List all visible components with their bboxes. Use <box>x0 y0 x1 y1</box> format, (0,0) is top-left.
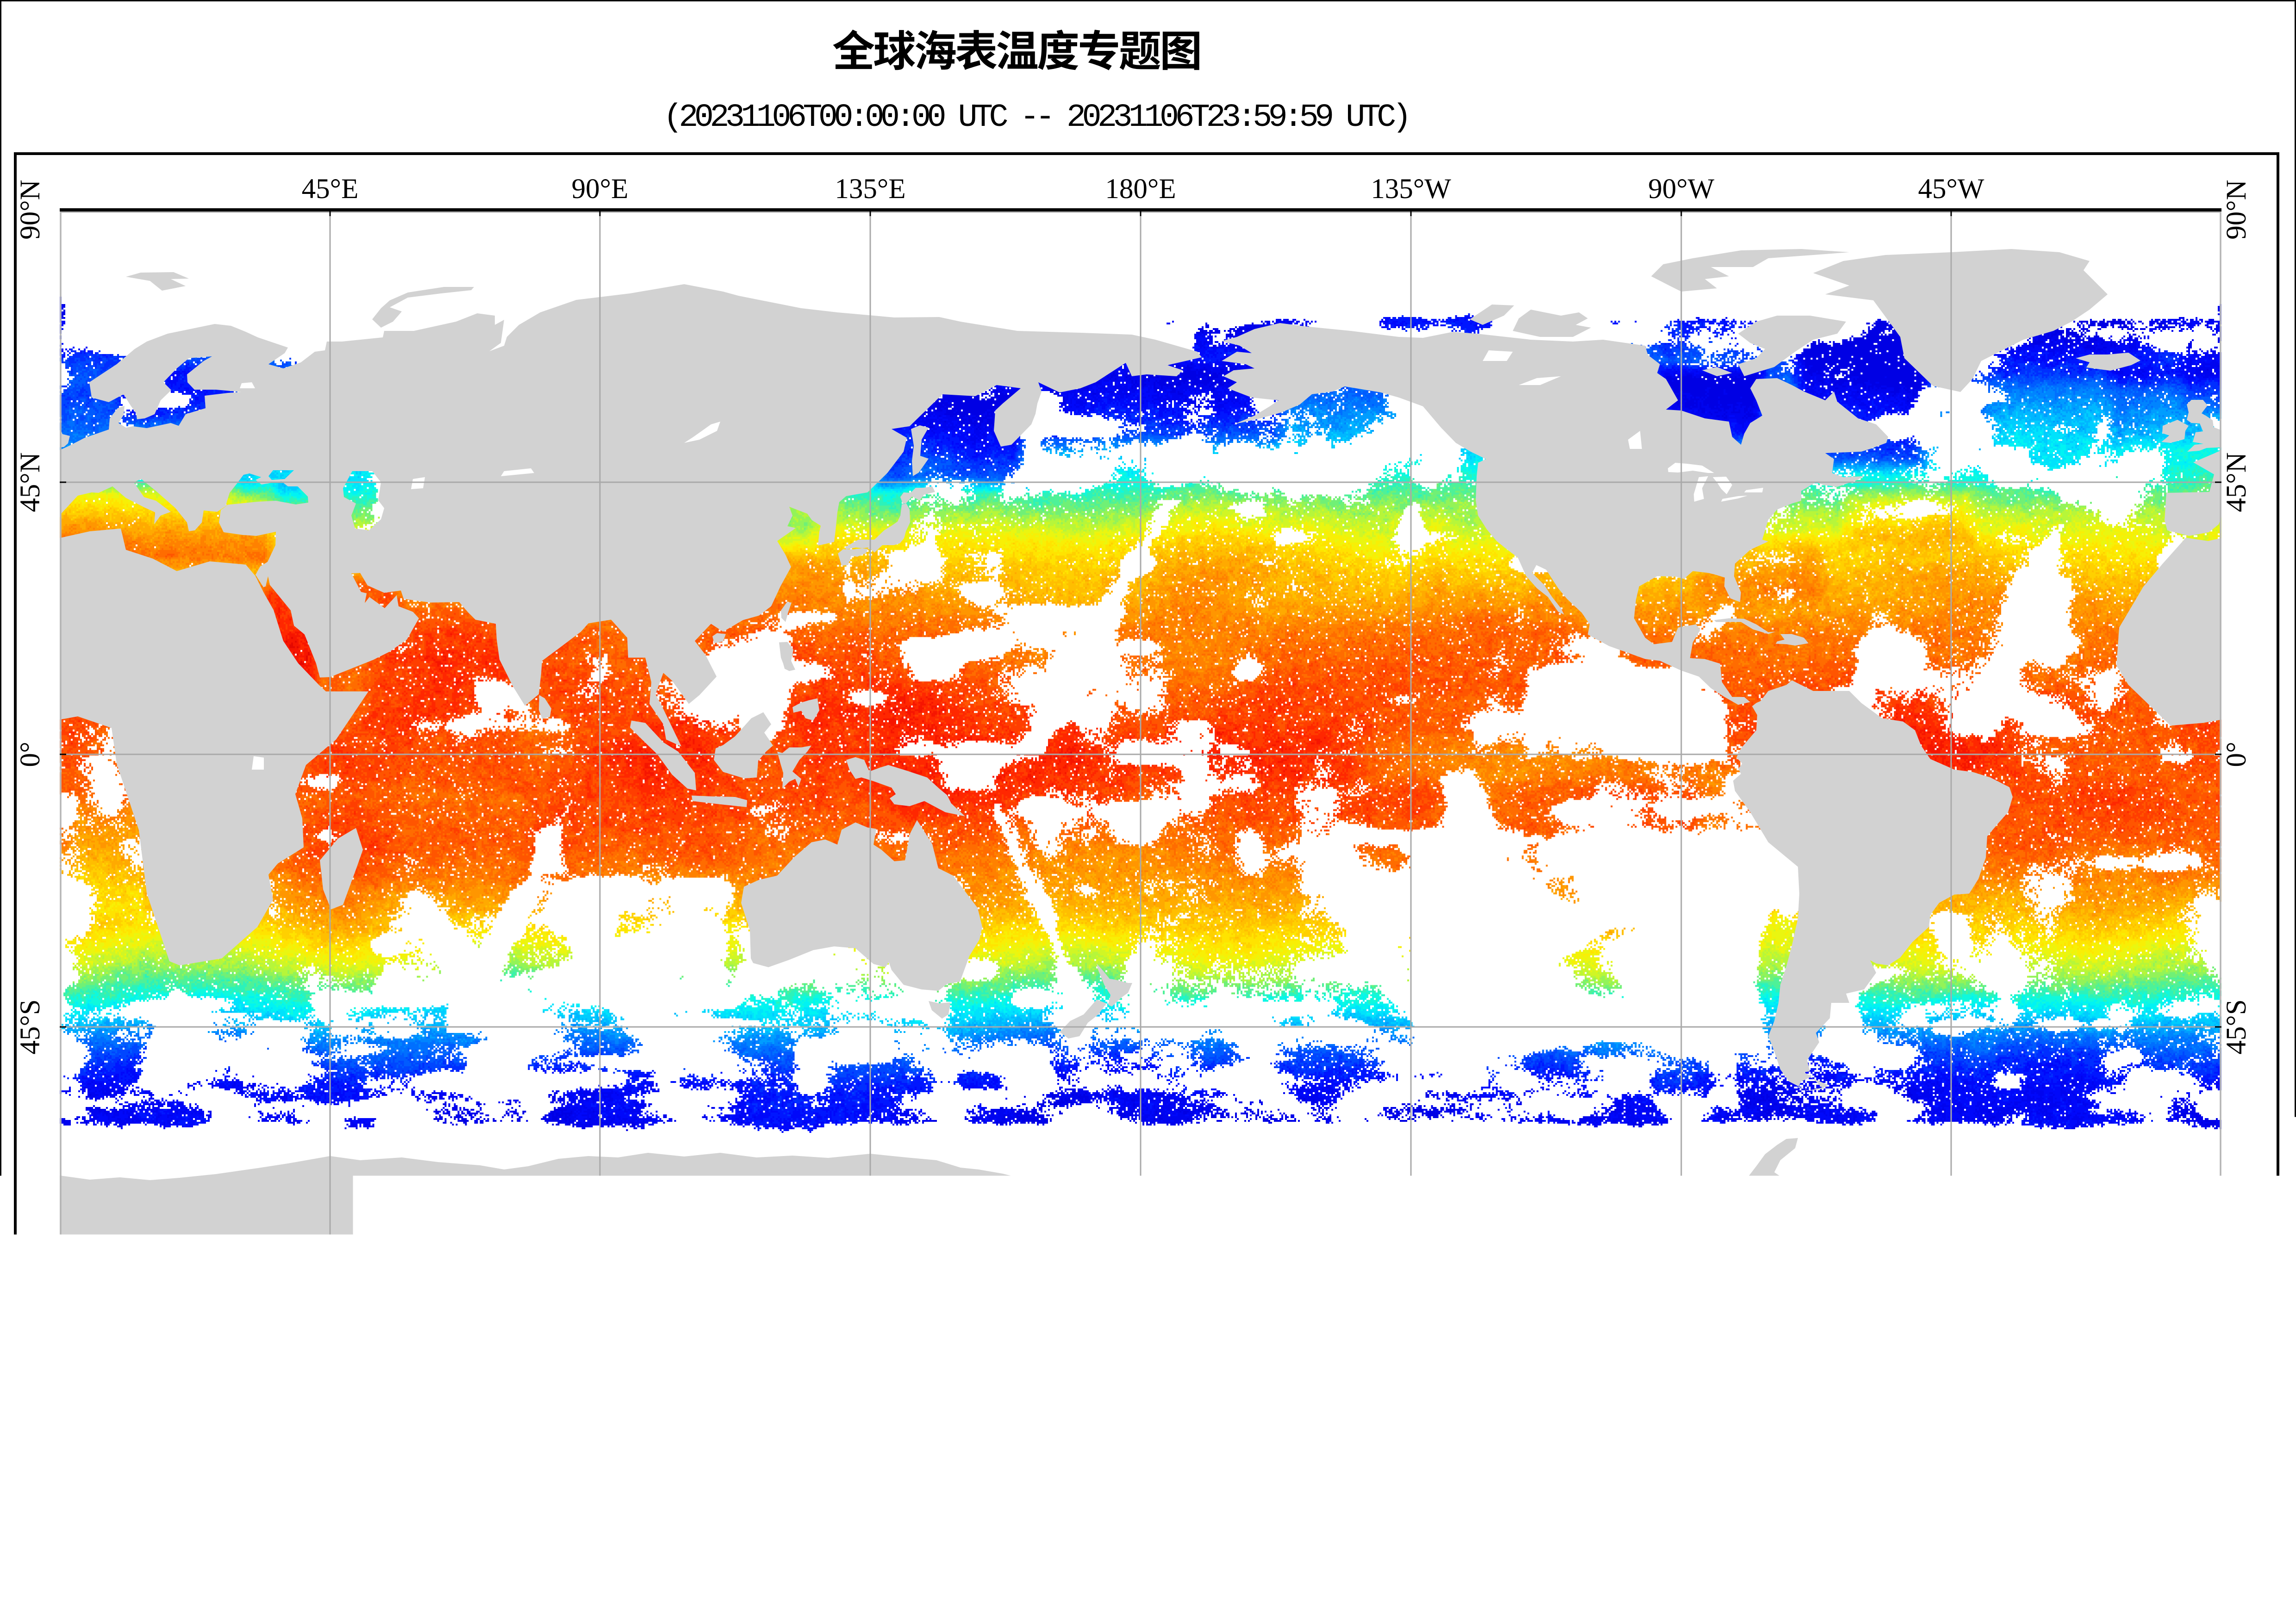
svg-text:CGCS2000: CGCS2000 <box>1204 1491 1320 1524</box>
svg-text:45°N: 45°N <box>2221 452 2252 512</box>
svg-text:180°E: 180°E <box>1105 174 1176 205</box>
svg-text:45°S: 45°S <box>15 999 46 1054</box>
svg-text:(20231106T00:00:00 UTC -- 2023: (20231106T00:00:00 UTC -- 20231106T23:59… <box>663 99 1408 136</box>
svg-text:16: 16 <box>1103 1420 1132 1452</box>
svg-text:°: ° <box>1674 1421 1681 1440</box>
svg-text:45°E: 45°E <box>302 174 359 205</box>
svg-text:100,000,000: 100,000,000 <box>1245 1570 1405 1603</box>
svg-text:28: 28 <box>1427 1420 1456 1452</box>
svg-text:135°W: 135°W <box>1371 1314 1451 1345</box>
svg-text:90°W: 90°W <box>1648 1314 1715 1345</box>
svg-text:135°E: 135°E <box>835 174 905 205</box>
svg-text:22: 22 <box>1265 1420 1294 1452</box>
svg-text:45°W: 45°W <box>1918 1314 1984 1345</box>
svg-text:4: 4 <box>786 1420 801 1452</box>
svg-text:135°E: 135°E <box>835 1314 905 1345</box>
svg-text:90°E: 90°E <box>572 1314 629 1345</box>
svg-text:90°E: 90°E <box>572 174 629 205</box>
svg-text:0°: 0° <box>15 742 46 767</box>
svg-text:10: 10 <box>942 1420 971 1452</box>
svg-text:OCT: OCT <box>1996 1570 2040 1603</box>
svg-text:135°W: 135°W <box>1371 174 1451 205</box>
svg-text:45°E: 45°E <box>302 1314 359 1345</box>
svg-text:90°N: 90°N <box>15 180 46 239</box>
svg-text:HY-1C: HY-1C <box>1996 1491 2070 1524</box>
svg-text:0°: 0° <box>2221 742 2252 767</box>
svg-text:35(: 35( <box>1635 1421 1672 1452</box>
svg-text:1: 1 <box>1204 1570 1220 1603</box>
svg-text:45°S: 45°S <box>2221 999 2252 1054</box>
svg-text:NSOAS: NSOAS <box>60 1521 123 1541</box>
svg-text:−2: −2 <box>617 1420 648 1452</box>
svg-text:45°N: 45°N <box>15 452 46 512</box>
svg-text:180°E: 180°E <box>1105 1314 1176 1345</box>
svg-text:2023: 2023 <box>301 1570 361 1603</box>
svg-text:11: 11 <box>386 1570 417 1603</box>
svg-text:90°N: 90°N <box>2221 180 2252 239</box>
svg-text:45°W: 45°W <box>1918 174 1984 205</box>
svg-text:C): C) <box>1682 1423 1708 1452</box>
svg-text:90°S: 90°S <box>15 1272 46 1327</box>
svg-text:07: 07 <box>442 1570 471 1603</box>
svg-text:90°W: 90°W <box>1648 174 1715 205</box>
svg-text:90°S: 90°S <box>2221 1272 2252 1327</box>
